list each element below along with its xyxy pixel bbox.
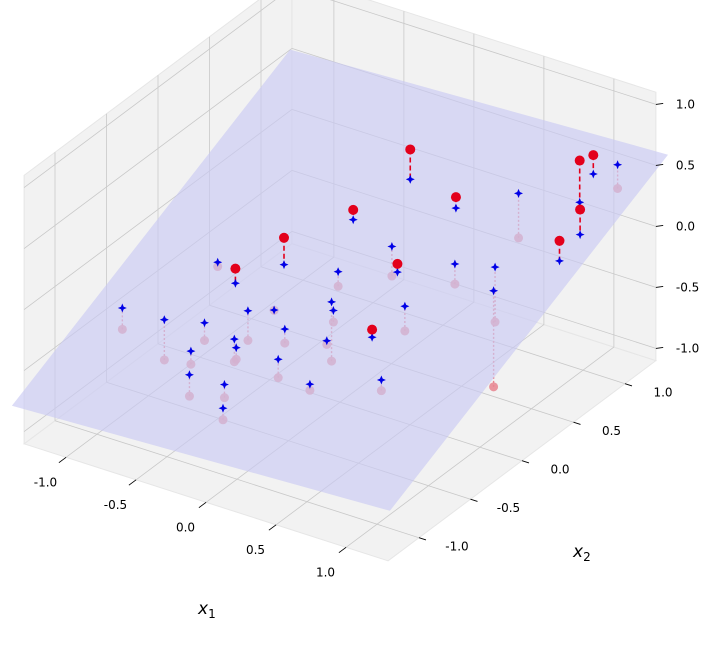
z-tick-label: -1.0 (676, 341, 699, 355)
x2-tick-label: -0.5 (497, 501, 520, 515)
tick-labels: -1.0 -0.5 0.0 0.5 1.0 -1.0 -0.5 0.0 0.5 1.0 -1.0 -0… (34, 97, 700, 579)
projected-point (613, 160, 623, 170)
points-above-plane (117, 144, 623, 413)
projected-point (218, 403, 228, 413)
x1-tick-mark (268, 524, 277, 531)
projected-point (333, 267, 343, 277)
projected-point (243, 306, 253, 316)
x1-axis-label: x1 (197, 599, 216, 621)
projected-point (213, 257, 223, 267)
x1-tick-label: -0.5 (104, 498, 127, 512)
projected-point (450, 259, 460, 269)
data-point (405, 144, 416, 155)
data-point (230, 263, 241, 274)
x2-tick-label: 1.0 (653, 386, 672, 400)
data-point (367, 324, 378, 335)
z-tick-label: 0.0 (676, 219, 695, 233)
data-point (575, 204, 586, 215)
z-tick-label: 0.5 (676, 158, 695, 172)
z-tick-mark (655, 163, 664, 166)
grid-line-z-left (23, 48, 293, 249)
x2-tick-mark (470, 498, 478, 502)
z-tick-mark (655, 224, 664, 227)
x2-tick-label: -1.0 (445, 540, 468, 554)
projected-point (327, 297, 337, 307)
projected-point (387, 242, 397, 251)
projected-point (555, 256, 564, 266)
plane-surface (11, 49, 668, 511)
projected-point (490, 262, 500, 272)
x2-tick-label: 0.5 (602, 424, 621, 438)
z-tick-mark (655, 346, 664, 349)
projected-point (305, 379, 315, 389)
z-tick-label: 1.0 (676, 97, 695, 111)
x2-tick-label: 0.0 (550, 463, 569, 477)
x1-tick-mark (198, 501, 207, 509)
projected-point (400, 301, 410, 311)
projected-point (575, 197, 585, 207)
grid-line-x2-floor (54, 420, 420, 539)
x1-tick-mark (58, 456, 67, 464)
projected-point (328, 306, 338, 315)
x1-tick-mark (338, 546, 347, 554)
x2-axis-label: x2 (572, 542, 591, 564)
projected-point (322, 336, 332, 346)
x2-tick-mark (624, 383, 633, 387)
data-point (392, 258, 403, 269)
projected-point (280, 324, 290, 334)
data-point (554, 235, 565, 246)
data-point (450, 192, 461, 203)
x1-tick-mark (128, 479, 137, 486)
x1-tick-label: 0.5 (246, 543, 265, 557)
projected-point (376, 375, 386, 385)
projected-point (489, 286, 499, 296)
projected-point (273, 354, 283, 364)
x2-tick-mark (418, 537, 427, 541)
grid-line-z-back (329, 0, 657, 105)
data-point (588, 150, 599, 161)
projected-point (451, 203, 461, 213)
grid-line-z-left (23, 0, 276, 188)
projected-point (279, 260, 289, 270)
projected-point (405, 174, 415, 184)
fitted-plane (11, 49, 668, 511)
x2-tick-mark (521, 460, 530, 464)
projected-point (231, 343, 241, 353)
data-point (279, 232, 289, 243)
projected-point (184, 370, 194, 380)
projected-point (200, 318, 209, 328)
data-point (489, 382, 499, 392)
projected-point (159, 315, 169, 325)
x1-tick-label: 0.0 (176, 521, 195, 535)
data-point (574, 155, 585, 166)
projected-point (186, 346, 196, 356)
data-point (348, 204, 359, 215)
z-tick-mark (655, 102, 664, 105)
projected-point (230, 278, 240, 288)
projected-point (575, 230, 585, 240)
x2-tick-mark (573, 421, 581, 425)
z-tick-mark (655, 285, 664, 288)
x1-tick-label: 1.0 (316, 566, 335, 580)
projected-point (219, 380, 229, 389)
projected-point (367, 332, 377, 342)
projected-point (348, 215, 358, 225)
projected-point (392, 267, 402, 277)
projected-point (588, 169, 598, 179)
x1-tick-label: -1.0 (34, 476, 57, 490)
projected-point (269, 305, 279, 315)
projected-point (514, 188, 523, 198)
z-tick-label: -0.5 (676, 280, 699, 294)
projected-point (117, 303, 127, 313)
projected-point (229, 334, 239, 344)
